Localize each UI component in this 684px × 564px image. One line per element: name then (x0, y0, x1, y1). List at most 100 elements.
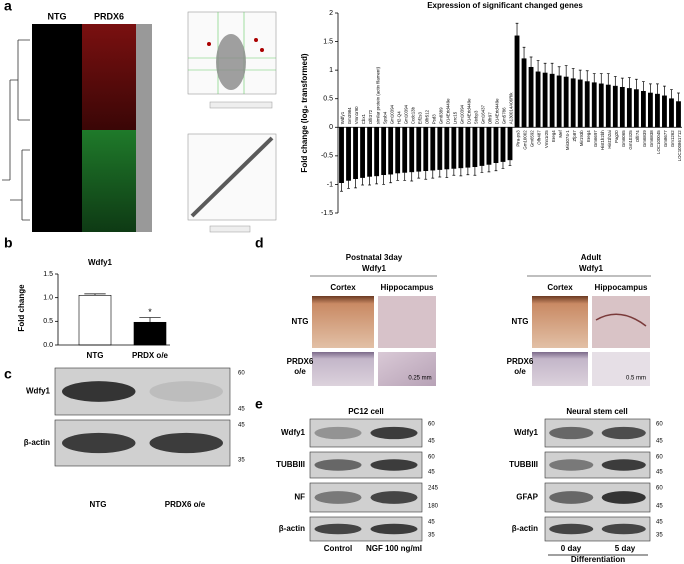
gene-label: Gm6065 (621, 130, 626, 147)
bar (402, 126, 408, 173)
blot-marker: 45 (656, 520, 663, 526)
bar (549, 73, 555, 128)
y-tick-label: 0 (329, 124, 333, 131)
error-bar (445, 169, 449, 178)
error-bar (508, 159, 512, 166)
band (314, 426, 362, 440)
heatmap-column: PRDX6 (94, 11, 124, 21)
bar (346, 126, 351, 181)
blot-row-label: NF (294, 493, 305, 502)
bar (430, 126, 436, 171)
error-bar (515, 22, 519, 36)
bar (409, 126, 415, 173)
chart-title: Expression of significant changed genes (427, 1, 583, 10)
gene-label: Cbx1 (361, 113, 366, 124)
ihc-title: Postnatal 3day (346, 253, 403, 262)
gene-label: Hist1h2bh (600, 130, 605, 150)
gene-label: Gm10394 (389, 104, 394, 124)
blot-marker: 45 (656, 439, 663, 445)
gene-label: Gm5786 (502, 107, 507, 124)
panel-label: e (255, 396, 263, 412)
blot-marker: 245 (428, 486, 439, 492)
blot-marker: 35 (238, 458, 245, 464)
error-bar (438, 169, 442, 178)
blot-title: PC12 cell (348, 407, 384, 416)
error-bar (361, 177, 364, 186)
error-bar (354, 178, 357, 189)
error-bar (670, 89, 673, 99)
gene-label: LOC100045 (656, 130, 661, 154)
x-tick-label: PRDX o/e (132, 351, 169, 360)
error-bar (452, 168, 456, 176)
error-bar (564, 65, 568, 77)
bar (556, 75, 562, 128)
gene-label: Olfr512 (424, 109, 429, 124)
gene-label: H2-Q4 (396, 111, 401, 124)
ihc-row-label: o/e (294, 367, 306, 376)
group-label: Differentiation (571, 555, 625, 564)
error-bar (375, 175, 379, 185)
error-bar (382, 174, 386, 185)
error-bar (494, 162, 498, 172)
error-bar (543, 62, 547, 73)
error-bar (585, 70, 589, 82)
y-tick-label: 1.5 (43, 271, 53, 278)
error-bar (606, 73, 610, 85)
band (601, 459, 646, 471)
scale-label: 0.5 mm (626, 376, 646, 382)
lane-label: 0 day (561, 544, 582, 553)
gene-label: Lrrc15 (452, 111, 457, 124)
band (549, 491, 594, 504)
y-tick-label: 0.0 (43, 342, 53, 349)
gene-label: Gm3984 (347, 107, 352, 124)
band (370, 491, 418, 504)
gene-label: D14Ertd449e (445, 98, 450, 124)
gene-label: Gm10394 (403, 104, 408, 124)
blot-marker: 60 (428, 455, 435, 461)
y-tick-label: -1 (327, 181, 333, 188)
error-bar (424, 170, 428, 180)
bar (78, 294, 112, 346)
bar (437, 126, 443, 170)
bar (360, 126, 365, 178)
panel-label: a (4, 0, 12, 14)
gene-label: Gm16437 (481, 104, 486, 124)
band (601, 523, 646, 535)
error-bar (431, 170, 435, 179)
band (601, 491, 646, 504)
bar (521, 58, 527, 128)
blot-row-label: β-actin (279, 524, 305, 533)
blot-row-label: TUBBIII (276, 460, 305, 469)
gene-label: Zfp87 (572, 130, 577, 142)
band (314, 523, 362, 535)
error-bar (368, 176, 371, 186)
bar (640, 90, 646, 128)
gene-label: Olfr74 (635, 130, 640, 143)
blot-marker: 45 (238, 407, 245, 413)
gene-label: A130014A06Rik (509, 92, 514, 125)
ihc-column: Hippocampus (595, 283, 648, 292)
annotation: * (148, 307, 152, 317)
gene-label: Gm10394 (460, 104, 465, 124)
blot-row-label: TUBBIII (509, 460, 538, 469)
bar (451, 126, 457, 169)
bar (612, 85, 618, 128)
y-axis-label: Fold change (17, 284, 26, 332)
gene-label: D14Ertd449e (495, 98, 500, 124)
bar (423, 126, 429, 172)
bar (381, 126, 387, 176)
bar (619, 86, 625, 128)
gene-label: Pag20 (614, 130, 619, 143)
bar (633, 89, 639, 128)
gene-label: Vmn1r90 (354, 106, 359, 124)
gene-label: Vmn1r25 (544, 130, 549, 148)
error-bar (627, 77, 631, 89)
blot-title: Neural stem cell (566, 407, 627, 416)
blot-marker: 45 (428, 520, 435, 526)
ihc-row-label: NTG (512, 317, 529, 326)
gene-label: Spsb4 (382, 111, 387, 124)
bar (648, 92, 653, 128)
error-bar (501, 161, 505, 169)
lane-label: NGF 100 ng/ml (366, 544, 422, 553)
error-bar (522, 46, 526, 59)
